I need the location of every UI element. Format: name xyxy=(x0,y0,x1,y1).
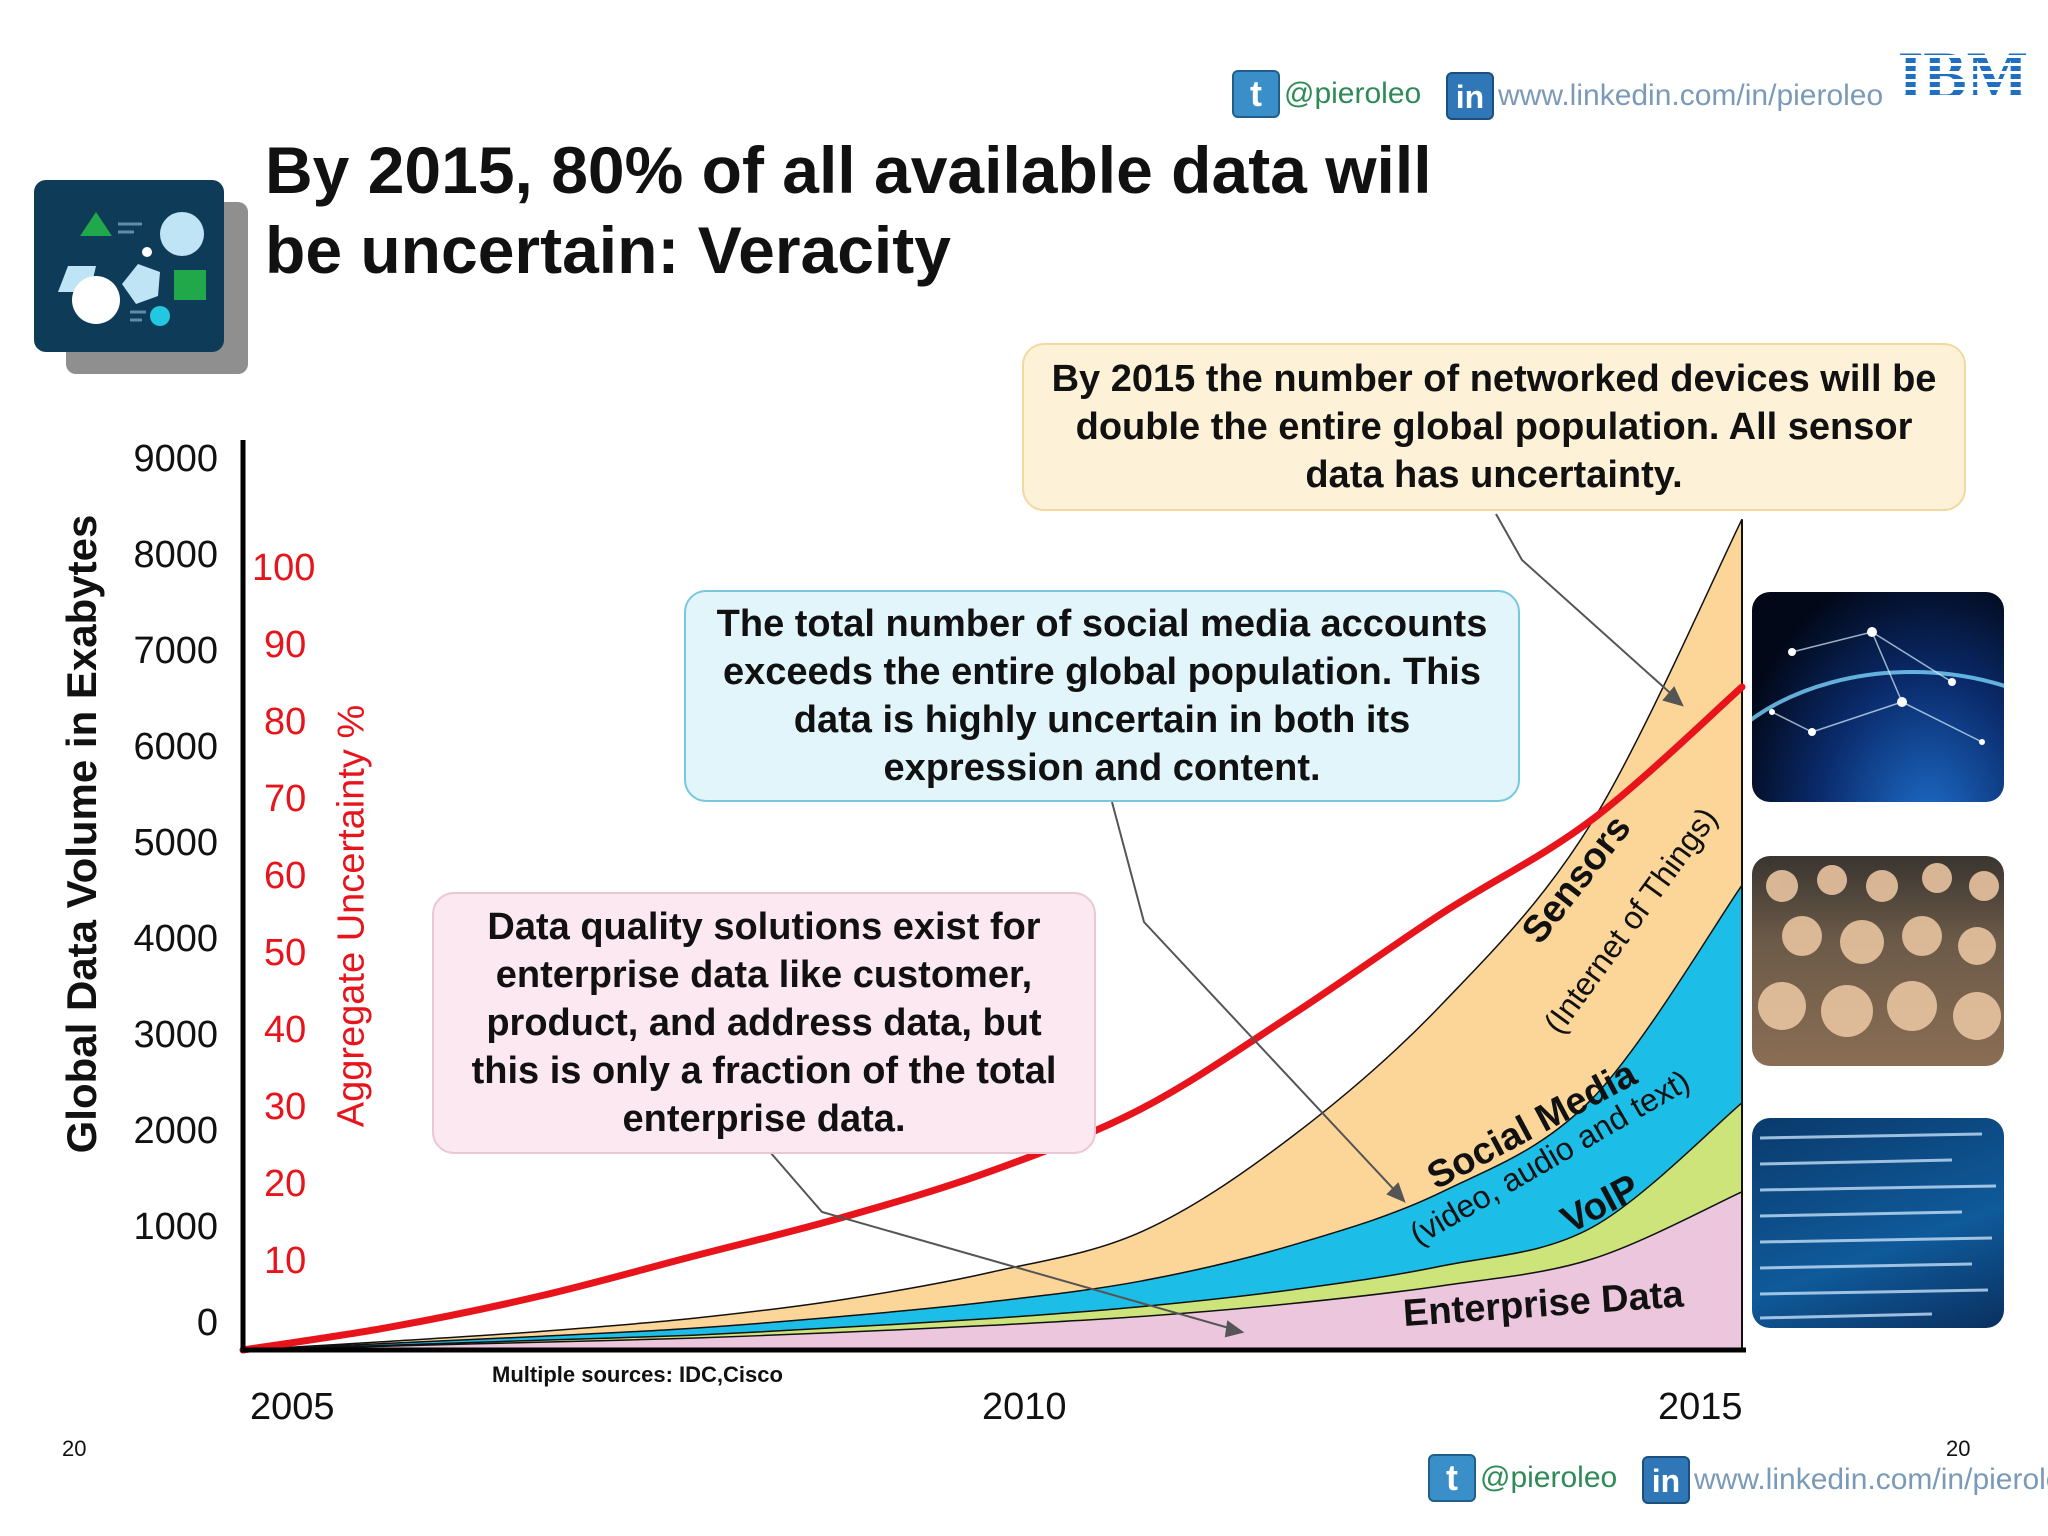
callout-sensors: By 2015 the number of networked devices … xyxy=(1022,343,1966,511)
linkedin-icon-bottom: in xyxy=(1642,1456,1690,1504)
uncertainty-tick-100: 100 xyxy=(252,547,316,589)
uncertainty-tick-60: 60 xyxy=(264,855,307,897)
uncertainty-line-group xyxy=(239,683,1746,1354)
slide-number-right: 20 xyxy=(1946,1436,1971,1461)
slide-number-left: 20 xyxy=(62,1436,87,1461)
uncertainty-tick-70: 70 xyxy=(264,778,307,820)
x-tick-2005: 2005 xyxy=(250,1386,335,1428)
linkedin-link-bottom[interactable]: in www.linkedin.com/in/pieroleo xyxy=(1642,1456,2048,1504)
linkedin-icon: in xyxy=(1446,72,1494,120)
page-title: By 2015, 80% of all available data will … xyxy=(265,130,1565,290)
uncertainty-line xyxy=(239,683,1746,1354)
uncertainty-tick-40: 40 xyxy=(264,1009,307,1051)
linkedin-url-text: www.linkedin.com/in/pieroleo xyxy=(1498,79,1884,112)
y-tick-7000: 7000 xyxy=(133,630,218,672)
data-code-image xyxy=(1752,1118,2004,1328)
source-note: Multiple sources: IDC,Cisco xyxy=(492,1362,783,1387)
uncertainty-tick-10: 10 xyxy=(264,1240,307,1282)
y-tick-0: 0 xyxy=(196,1302,218,1344)
chart-axes xyxy=(240,440,1746,1353)
leader-enterprise xyxy=(769,1151,1237,1331)
uncertainty-tick-20: 20 xyxy=(264,1163,307,1205)
crowd-image xyxy=(1752,856,2004,1066)
uncertainty-tick-80: 80 xyxy=(264,701,307,743)
leader-enterprise-arrow xyxy=(1224,1320,1245,1338)
leader-social-arrow xyxy=(1386,1182,1406,1203)
twitter-handle-top[interactable]: t @pieroleo xyxy=(1232,70,1421,118)
globe-network-image xyxy=(1752,592,2004,802)
leader-lines xyxy=(769,513,1684,1338)
x-tick-2015: 2015 xyxy=(1658,1386,1743,1428)
uncertainty-tick-50: 50 xyxy=(264,932,307,974)
y-tick-1000: 1000 xyxy=(133,1206,218,1248)
leader-sensors-arrow xyxy=(1662,686,1684,707)
leader-sensors xyxy=(1495,513,1679,701)
callout-social-media: The total number of social media account… xyxy=(684,590,1520,802)
area-voip xyxy=(242,1101,1743,1351)
title-line-1: By 2015, 80% of all available data will xyxy=(265,133,1432,207)
twitter-icon-bottom: t xyxy=(1428,1454,1476,1502)
ibm-logo: IBM xyxy=(1896,37,2030,113)
callout-enterprise: Data quality solutions exist for enterpr… xyxy=(432,892,1096,1154)
uncertainty-tick-30: 30 xyxy=(264,1086,307,1128)
ibm-logo-text: IBM xyxy=(1898,42,2028,106)
twitter-handle-text-bottom: @pieroleo xyxy=(1480,1461,1618,1494)
uncertainty-tick-90: 90 xyxy=(264,624,307,666)
area-social-media xyxy=(242,882,1743,1351)
twitter-icon: t xyxy=(1232,70,1280,118)
y-tick-9000: 9000 xyxy=(133,438,218,480)
veracity-icon xyxy=(34,180,250,381)
title-line-2: be uncertain: Veracity xyxy=(265,213,951,287)
leader-social xyxy=(1111,801,1401,1197)
y-tick-3000: 3000 xyxy=(133,1014,218,1056)
linkedin-link-top[interactable]: in www.linkedin.com/in/pieroleo xyxy=(1446,72,1883,120)
twitter-handle-bottom[interactable]: t @pieroleo xyxy=(1428,1454,1617,1502)
x-tick-2010: 2010 xyxy=(982,1386,1067,1428)
y-tick-4000: 4000 xyxy=(133,918,218,960)
linkedin-url-text-bottom: www.linkedin.com/in/pieroleo xyxy=(1694,1463,2048,1496)
stacked-areas xyxy=(242,518,1743,1351)
y-tick-8000: 8000 xyxy=(133,534,218,576)
area-enterprise-data xyxy=(242,1190,1743,1351)
y-tick-2000: 2000 xyxy=(133,1110,218,1152)
twitter-handle-text: @pieroleo xyxy=(1284,77,1422,110)
y-tick-6000: 6000 xyxy=(133,726,218,768)
area-sensors xyxy=(242,518,1743,1351)
y-tick-5000: 5000 xyxy=(133,822,218,864)
